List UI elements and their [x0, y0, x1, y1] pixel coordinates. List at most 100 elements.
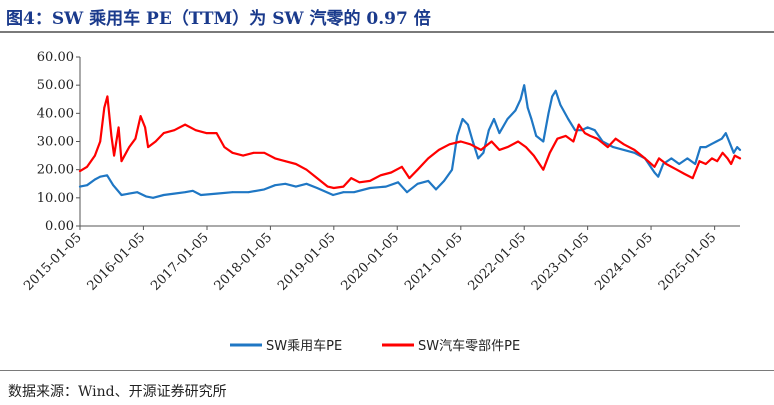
series-0-point	[369, 187, 371, 189]
series-1-point	[542, 168, 545, 171]
series-1-point	[332, 187, 335, 189]
series-1-point	[79, 170, 81, 173]
series-1-point	[342, 185, 345, 188]
series-0-point	[467, 123, 469, 126]
series-1-point	[274, 157, 276, 160]
series-line-1	[78, 95, 742, 190]
y-tick-label: 60.00	[37, 50, 74, 65]
series-1-point	[589, 135, 592, 137]
series-0-point	[274, 184, 276, 187]
series-1-point	[698, 160, 701, 163]
legend-label-0: SW乘用车PE	[266, 338, 342, 354]
series-0-point	[559, 104, 562, 106]
series-0-point	[128, 192, 131, 195]
series-0-point	[535, 135, 538, 137]
series-layer	[78, 84, 742, 199]
chart-legend: SW乘用车PE SW汽车零部件PE	[230, 338, 520, 354]
series-0-point	[120, 194, 123, 196]
series-0-point	[519, 98, 522, 101]
y-tick-label: 50.00	[37, 78, 74, 93]
series-1-point	[215, 132, 218, 135]
series-1-point	[379, 174, 382, 177]
series-1-point	[490, 140, 493, 143]
series-0-point	[612, 146, 615, 149]
series-0-point	[715, 140, 718, 143]
series-1-point	[120, 160, 123, 163]
series-1-point	[184, 123, 187, 126]
series-1-point	[438, 149, 440, 151]
series-0-point	[523, 84, 526, 87]
series-0-point	[162, 194, 165, 196]
series-0-point	[136, 191, 139, 194]
series-0-point	[145, 195, 147, 198]
series-1-point	[506, 146, 509, 149]
series-0-point	[427, 180, 430, 182]
series-0-point	[86, 184, 88, 187]
series-1-point	[532, 154, 535, 157]
series-1-point	[106, 95, 109, 98]
series-1-point	[358, 181, 361, 184]
series-0-point	[332, 194, 334, 196]
legend-label-1: SW汽车零部件PE	[418, 338, 520, 354]
series-1-point	[577, 123, 580, 126]
series-1-point	[86, 165, 88, 168]
series-0-point	[593, 129, 596, 132]
series-1-point	[162, 132, 165, 135]
series-1-point	[704, 163, 707, 165]
series-0-point	[653, 171, 656, 174]
series-0-point	[295, 185, 297, 188]
series-0-point	[729, 143, 732, 146]
source-rule	[0, 370, 774, 371]
series-0-point	[461, 118, 464, 120]
series-1-point	[401, 165, 403, 168]
series-0-point	[79, 185, 81, 188]
series-0-point	[493, 118, 495, 120]
chart-axes: 0.00 10.00 20.00 30.00 40.00 50.00 60.00 2015-0…	[21, 50, 740, 294]
series-0-point	[247, 191, 250, 194]
series-1-point	[711, 157, 713, 160]
series-0-point	[530, 118, 533, 120]
series-1-point	[683, 173, 686, 175]
series-1-point	[110, 135, 113, 137]
series-0-point	[200, 194, 202, 196]
series-1-point	[564, 135, 567, 137]
series-1-point	[633, 149, 636, 151]
series-1-point	[658, 157, 660, 160]
x-tick-label: 2022-01-05	[465, 230, 529, 294]
series-1-point	[223, 146, 226, 149]
series-0-point	[99, 175, 102, 178]
series-1-point	[144, 126, 147, 129]
series-0-point	[487, 129, 490, 132]
series-0-point	[385, 185, 387, 188]
series-0-point	[526, 106, 529, 109]
x-tick-label: 2018-01-05	[212, 230, 276, 294]
series-1-point	[730, 163, 732, 165]
x-tick-label: 2021-01-05	[402, 230, 466, 294]
pe-line-chart: 0.00 10.00 20.00 30.00 40.00 50.00 60.00 2015-0…	[21, 50, 742, 354]
series-1-point	[716, 160, 719, 163]
series-0-point	[724, 132, 727, 135]
series-0-point	[263, 188, 266, 191]
series-0-point	[184, 191, 187, 194]
series-1-point	[721, 151, 724, 154]
series-1-point	[517, 140, 519, 143]
series-1-point	[548, 151, 551, 154]
series-1-point	[675, 168, 678, 171]
series-1-point	[231, 151, 234, 154]
figure-title: 图4：SW 乘用车 PE（TTM）为 SW 汽零的 0.97 倍	[6, 9, 431, 29]
y-tick-label: 10.00	[37, 191, 74, 206]
series-0-point	[574, 129, 576, 132]
series-0-point	[482, 151, 485, 154]
series-1-point	[408, 177, 411, 180]
series-1-point	[469, 143, 472, 146]
series-1-point	[103, 106, 106, 109]
series-1-point	[480, 149, 482, 151]
series-1-point	[691, 177, 694, 180]
series-0-point	[456, 135, 459, 137]
series-1-point	[128, 146, 131, 149]
series-1-point	[733, 154, 736, 157]
series-1-point	[284, 160, 287, 163]
series-0-point	[471, 140, 474, 143]
x-tick-label: 2015-01-05	[21, 230, 85, 294]
series-0-point	[316, 187, 318, 189]
